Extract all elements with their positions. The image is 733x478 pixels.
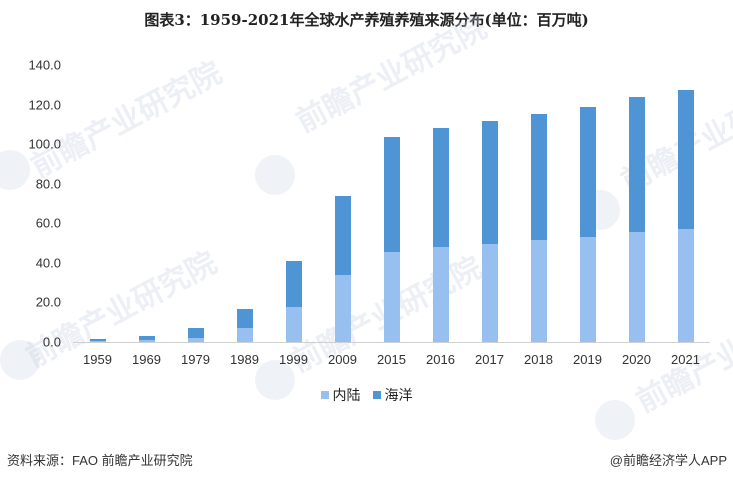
bar-2021[interactable] (677, 90, 694, 342)
y-tick-label: 0.0 (42, 334, 61, 350)
x-tick-label: 1959 (83, 352, 112, 367)
bar-segment-inland[interactable] (236, 327, 253, 342)
bar-segment-ocean[interactable] (187, 327, 204, 339)
bar-1979[interactable] (187, 327, 204, 342)
x-tick-label: 1989 (230, 352, 259, 367)
bar-segment-ocean[interactable] (579, 106, 596, 238)
source-note: 资料来源：FAO 前瞻产业研究院 (7, 453, 193, 468)
legend-item-ocean[interactable]: 海洋 (372, 385, 413, 405)
bar-2009[interactable] (334, 196, 351, 342)
bar-segment-inland[interactable] (334, 275, 351, 342)
x-tick-label: 2020 (622, 352, 651, 367)
y-tick-label: 80.0 (35, 176, 61, 192)
bar-segment-ocean[interactable] (677, 90, 694, 230)
x-tick-label: 2015 (377, 352, 406, 367)
x-tick-label: 1969 (132, 352, 161, 367)
y-tick-label: 100.0 (28, 136, 61, 152)
bar-2018[interactable] (530, 114, 547, 342)
bar-segment-ocean[interactable] (285, 260, 302, 307)
bar-segment-ocean[interactable] (530, 114, 547, 241)
legend-swatch-inland-icon (320, 391, 329, 399)
bar-1969[interactable] (138, 336, 155, 342)
bar-segment-ocean[interactable] (138, 336, 155, 341)
bar-segment-ocean[interactable] (432, 128, 449, 248)
chart-title: 图表3：1959-2021年全球水产养殖养殖来源分布(单位：百万吨) (144, 11, 589, 29)
bar-segment-ocean[interactable] (383, 137, 400, 252)
watermark-logo-icon (595, 400, 635, 440)
bar-2016[interactable] (432, 128, 449, 342)
x-tick-label: 2018 (524, 352, 553, 367)
bar-segment-inland[interactable] (481, 244, 498, 342)
bar-2017[interactable] (481, 121, 498, 342)
bar-2019[interactable] (579, 106, 596, 342)
bar-segment-ocean[interactable] (89, 339, 106, 341)
y-tick-label: 140.0 (28, 57, 61, 73)
x-tick-label: 1979 (181, 352, 210, 367)
bar-2020[interactable] (628, 96, 645, 342)
legend-label: 内陆 (332, 387, 361, 403)
bar-segment-ocean[interactable] (236, 308, 253, 328)
x-tick-label: 2009 (328, 352, 357, 367)
legend-swatch-ocean-icon (372, 391, 381, 399)
x-tick-label: 1999 (279, 352, 308, 367)
bar-segment-ocean[interactable] (481, 121, 498, 245)
legend-item-inland[interactable]: 内陆 (320, 385, 361, 405)
x-tick-label: 2017 (475, 352, 504, 367)
bar-segment-inland[interactable] (138, 340, 155, 342)
bar-2015[interactable] (383, 137, 400, 342)
bar-segment-inland[interactable] (530, 240, 547, 342)
bar-segment-inland[interactable] (677, 229, 694, 342)
bar-1999[interactable] (285, 260, 302, 342)
y-tick-label: 120.0 (28, 97, 61, 113)
bar-segment-inland[interactable] (628, 231, 645, 342)
bar-segment-inland[interactable] (579, 237, 596, 342)
y-tick-label: 20.0 (35, 294, 61, 310)
bar-segment-inland[interactable] (432, 247, 449, 342)
bar-1989[interactable] (236, 308, 253, 342)
bar-segment-ocean[interactable] (628, 96, 645, 232)
bar-1959[interactable] (89, 339, 106, 342)
y-tick-label: 60.0 (35, 215, 61, 231)
bar-segment-ocean[interactable] (334, 196, 351, 276)
watermark-logo-icon (255, 155, 295, 195)
bar-segment-inland[interactable] (89, 340, 106, 342)
credit-note: @前瞻经济学人APP (609, 453, 727, 468)
x-tick-label: 2021 (671, 352, 700, 367)
legend-label: 海洋 (384, 387, 413, 403)
x-tick-label: 2019 (573, 352, 602, 367)
legend: 内陆 海洋 (0, 385, 733, 405)
bar-segment-inland[interactable] (383, 251, 400, 342)
x-axis-line (73, 342, 710, 343)
y-tick-label: 40.0 (35, 255, 61, 271)
bar-segment-inland[interactable] (187, 338, 204, 342)
x-tick-label: 2016 (426, 352, 455, 367)
bar-segment-inland[interactable] (285, 306, 302, 342)
